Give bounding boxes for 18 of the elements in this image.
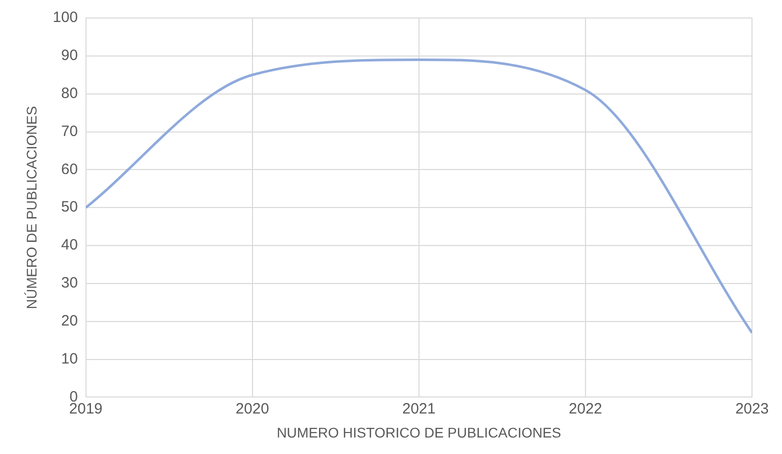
y-tick-label: 20 [61, 312, 78, 330]
y-tick-label: 100 [52, 9, 78, 26]
line-series [86, 58, 752, 334]
y-tick-label: 90 [61, 47, 78, 64]
x-axis-title: NUMERO HISTORICO DE PUBLICACIONES [276, 424, 562, 440]
y-axis-title: NÚMERO DE PUBLICACIONES [23, 106, 40, 310]
x-tick-label: 2021 [402, 400, 436, 418]
y-tick-label: 10 [61, 350, 78, 368]
x-tick-label: 2022 [568, 400, 602, 418]
x-tick-label: 2020 [236, 400, 270, 418]
x-tick-label: 2019 [69, 400, 103, 418]
y-tick-label: 70 [61, 122, 78, 140]
x-tick-label: 2023 [735, 400, 769, 418]
y-tick-label: 40 [61, 236, 78, 254]
y-tick-label: 50 [61, 198, 78, 216]
y-tick-label: 60 [61, 160, 78, 178]
y-tick-label: 80 [61, 84, 78, 102]
y-tick-label: 30 [61, 274, 78, 292]
